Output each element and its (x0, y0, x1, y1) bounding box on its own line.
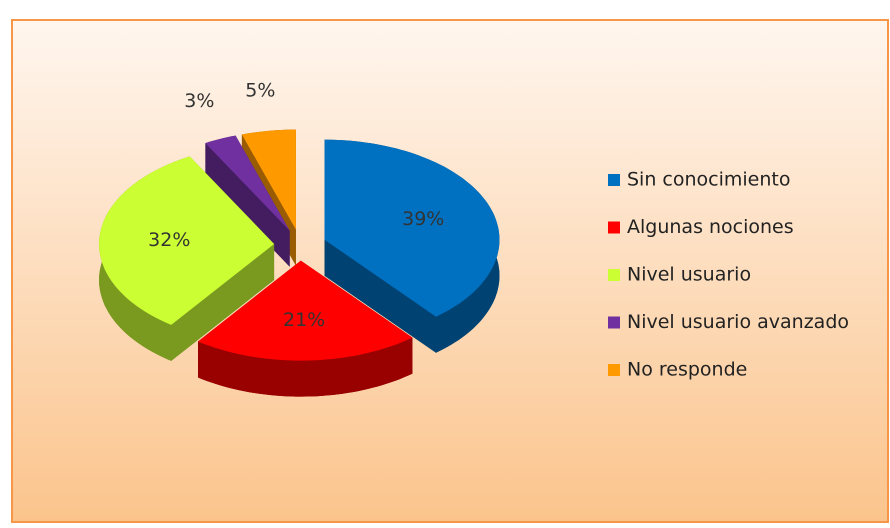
slice (241, 129, 296, 230)
pie: 39% 21% 32% 3% 5% (99, 80, 500, 397)
slice (198, 260, 413, 361)
legend-swatch (608, 269, 620, 281)
legend-swatch (608, 174, 620, 186)
legend-label: Algunas nociones (627, 216, 794, 238)
legend-label: Sin conocimiento (627, 169, 790, 191)
legend-swatch (608, 316, 620, 329)
slice (205, 135, 290, 231)
data-label: 5% (245, 80, 275, 102)
legend-swatch (608, 221, 620, 234)
data-label: 21% (283, 309, 325, 331)
slice-side (171, 244, 275, 361)
legend-swatch (608, 364, 620, 376)
data-label: 3% (184, 90, 214, 112)
legend-label: Nivel usuario (627, 264, 751, 286)
legend-label: Nivel usuario avanzado (627, 311, 849, 333)
data-label: 32% (148, 229, 190, 251)
legend-label: No responde (627, 359, 747, 381)
data-label: 39% (402, 208, 444, 230)
slice-side (324, 239, 436, 353)
slice-side (205, 143, 290, 267)
slice-side (198, 337, 413, 397)
slice (324, 139, 500, 317)
legend: Sin conocimiento Algunas nociones Nivel us… (608, 169, 849, 381)
slice (99, 156, 275, 325)
